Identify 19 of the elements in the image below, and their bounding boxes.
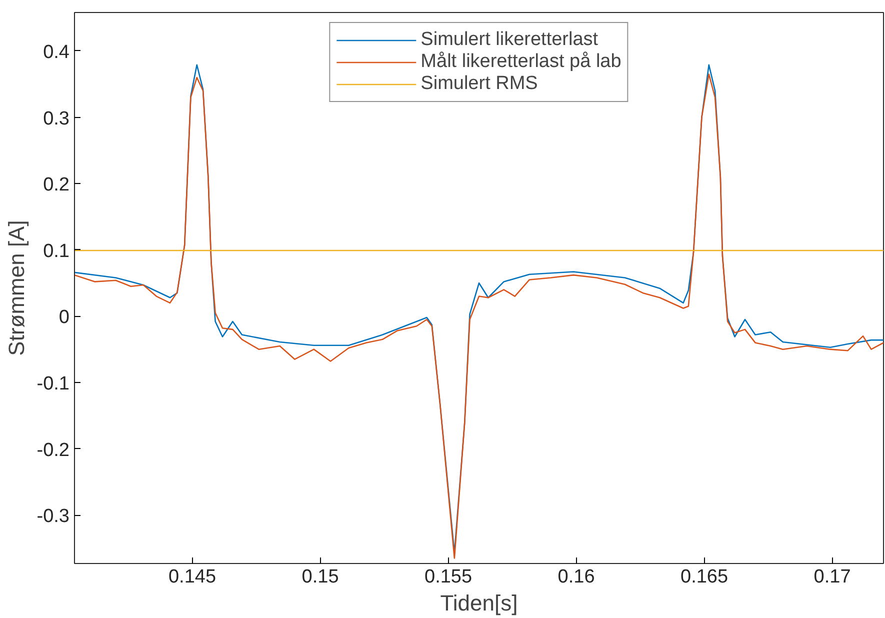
legend-label: Simulert likeretterlast <box>420 29 598 51</box>
x-tick-label: 0.16 <box>558 566 595 588</box>
y-tick-label: 0.2 <box>43 174 70 196</box>
x-axis-title: Tiden[s] <box>440 590 518 616</box>
y-axis-title: Strømmen [A] <box>4 220 29 356</box>
x-tick-label: 0.15 <box>302 566 339 588</box>
x-tick-label: 0.165 <box>680 566 728 588</box>
y-tick-label: -0.3 <box>36 506 70 528</box>
legend-label: Målt likeretterlast på lab <box>420 51 622 73</box>
y-tick-label: -0.2 <box>36 440 70 461</box>
x-tick-label: 0.17 <box>814 566 851 588</box>
legend-label: Simulert RMS <box>420 73 538 95</box>
y-tick-label: 0.3 <box>43 108 70 130</box>
y-tick-label: -0.1 <box>36 373 70 394</box>
y-tick-label: 0.1 <box>43 240 70 262</box>
x-tick-label: 0.155 <box>424 566 472 588</box>
x-tick-label: 0.145 <box>168 566 216 588</box>
y-tick-label: 0.4 <box>43 42 70 63</box>
y-tick-label: 0 <box>58 307 70 328</box>
